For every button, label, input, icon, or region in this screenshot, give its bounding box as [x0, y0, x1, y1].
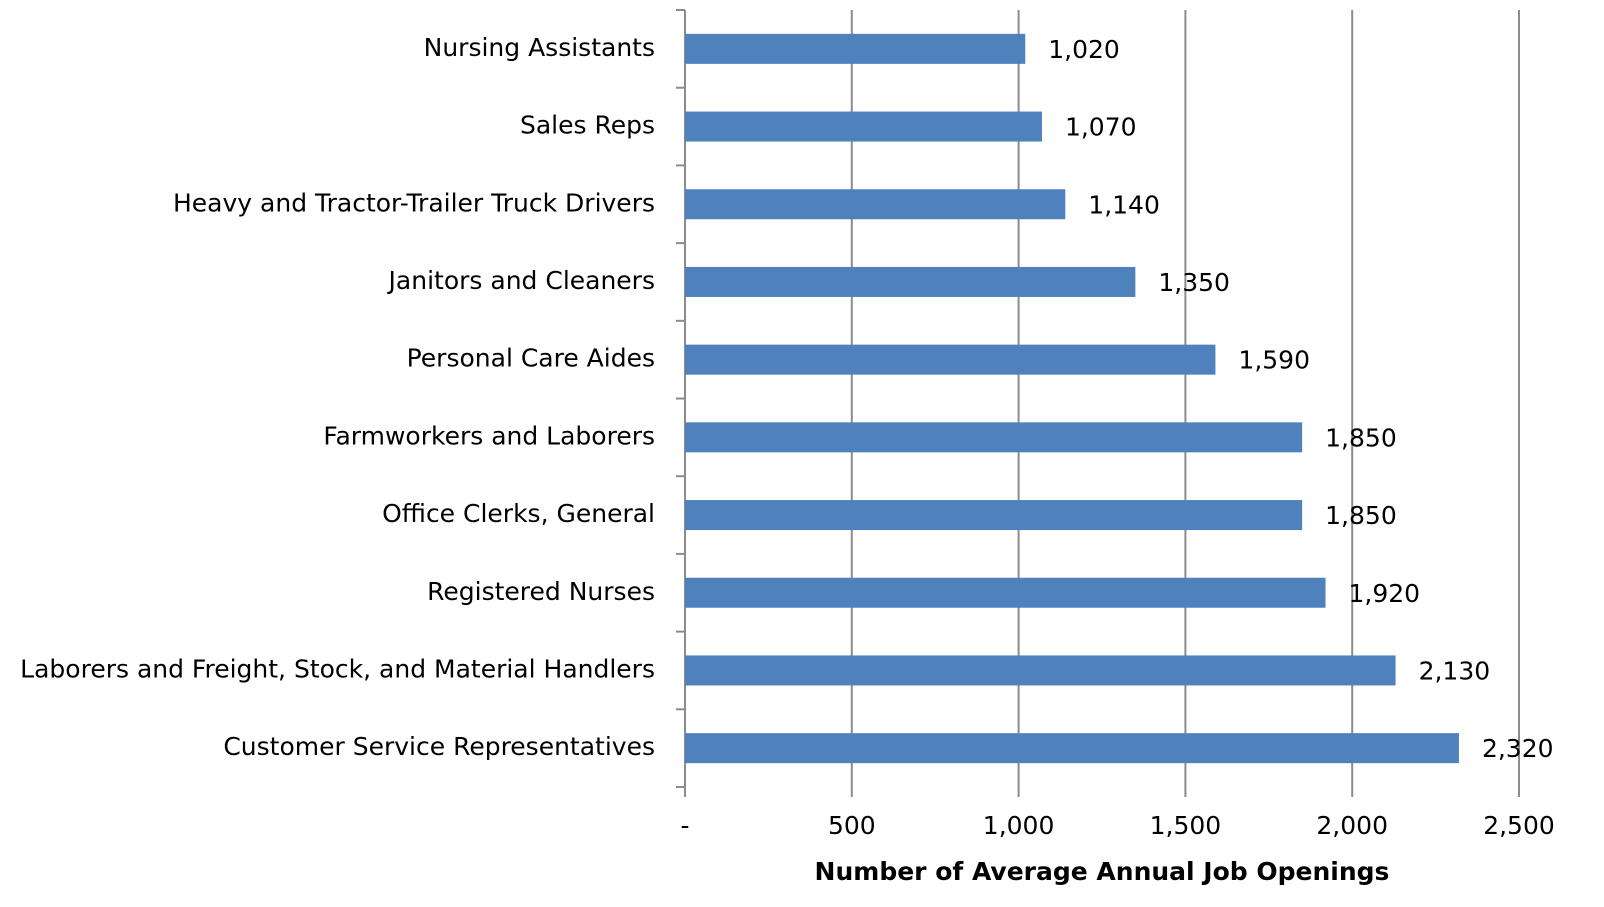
- x-tick-label: -: [680, 811, 689, 840]
- data-label: 1,850: [1325, 423, 1397, 452]
- data-label: 1,070: [1065, 113, 1137, 142]
- x-tick-label: 2,000: [1316, 811, 1388, 840]
- bar: [685, 500, 1303, 531]
- bar: [685, 655, 1396, 686]
- bar: [685, 344, 1216, 375]
- data-label: 1,140: [1088, 190, 1160, 219]
- data-label: 2,320: [1482, 734, 1554, 763]
- y-tick-label: Personal Care Aides: [407, 344, 655, 373]
- y-tick-label: Nursing Assistants: [424, 33, 655, 62]
- y-tick-label: Heavy and Tractor-Trailer Truck Drivers: [173, 188, 655, 217]
- x-tick-label: 1,000: [983, 811, 1055, 840]
- data-label: 1,020: [1048, 35, 1120, 64]
- x-axis-label: Number of Average Annual Job Openings: [815, 857, 1390, 886]
- y-tick-label: Sales Reps: [520, 111, 655, 140]
- data-label: 2,130: [1419, 656, 1491, 685]
- data-label: 1,590: [1238, 346, 1310, 375]
- y-tick-label: Farmworkers and Laborers: [323, 421, 655, 450]
- bar: [685, 422, 1303, 453]
- x-tick-label: 2,500: [1483, 811, 1555, 840]
- y-tick-label: Laborers and Freight, Stock, and Materia…: [20, 654, 655, 683]
- bar: [685, 266, 1136, 297]
- y-tick-label: Janitors and Cleaners: [387, 266, 655, 295]
- data-label: 1,350: [1158, 268, 1230, 297]
- bar: [685, 33, 1026, 64]
- data-label: 1,920: [1349, 579, 1421, 608]
- bar: [685, 189, 1066, 220]
- y-tick-label: Registered Nurses: [427, 577, 655, 606]
- data-label: 1,850: [1325, 501, 1397, 530]
- y-tick-label: Customer Service Representatives: [223, 732, 655, 761]
- x-tick-label: 500: [828, 811, 876, 840]
- bar: [685, 111, 1042, 142]
- y-tick-label: Office Clerks, General: [382, 499, 655, 528]
- bar: [685, 733, 1459, 764]
- x-tick-label: 1,500: [1150, 811, 1222, 840]
- bar: [685, 577, 1326, 608]
